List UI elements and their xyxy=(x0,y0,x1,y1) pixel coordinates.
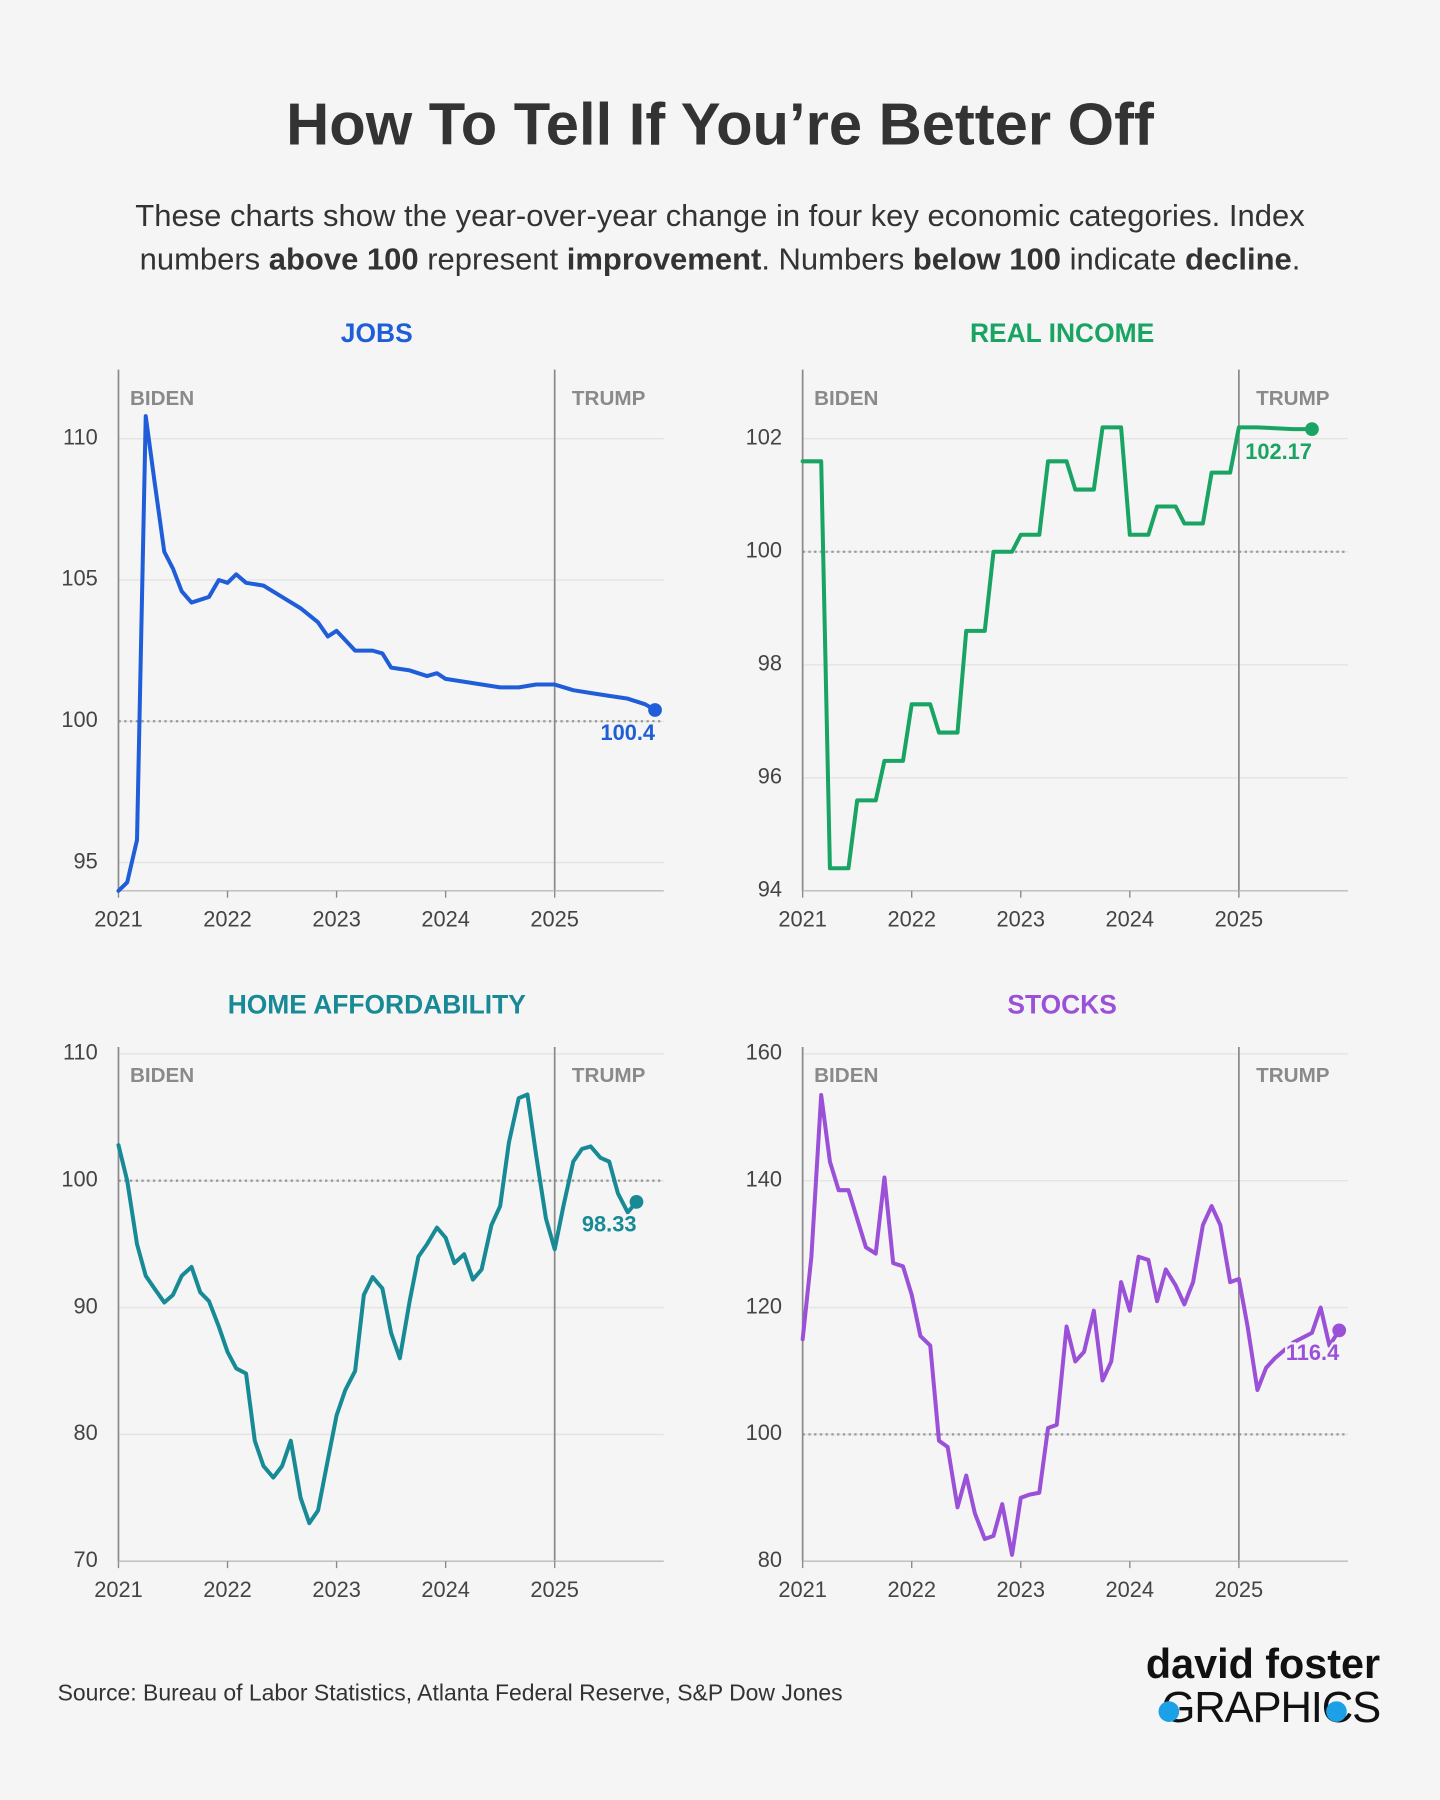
era-label: BIDEN xyxy=(814,1064,878,1087)
page-title: How To Tell If You’re Better Off xyxy=(286,90,1154,157)
x-tick-label: 2024 xyxy=(1106,1577,1155,1602)
subtitle-segment: represent xyxy=(419,242,567,277)
chart-panel: JOBS 95 100 105 110 BIDEN TRUMP 2021 2022 2023 202… xyxy=(61,318,664,931)
x-tick-label: 2025 xyxy=(530,906,579,931)
x-tick-label: 2024 xyxy=(421,1577,470,1602)
panel-title: HOME AFFORDABILITY xyxy=(228,990,526,1020)
panel-title: JOBS xyxy=(341,318,413,348)
data-line xyxy=(116,414,658,893)
logo-line: david foster xyxy=(1146,1641,1380,1687)
y-tick-label: 90 xyxy=(74,1293,98,1318)
x-tick-label: 2023 xyxy=(997,1577,1046,1602)
y-tick-label: 80 xyxy=(74,1420,98,1445)
x-tick-label: 2025 xyxy=(1215,1577,1264,1602)
end-label: 100.4 xyxy=(600,720,655,745)
x-tick-label: 2021 xyxy=(94,1577,142,1602)
y-tick-label: 95 xyxy=(74,848,98,873)
era-label: TRUMP xyxy=(1256,1064,1330,1087)
subtitle-segment: indicate xyxy=(1061,242,1185,277)
y-tick-label: 98 xyxy=(758,651,782,676)
x-tick-label: 2021 xyxy=(94,906,142,931)
era-label: TRUMP xyxy=(572,387,646,410)
x-tick-label: 2021 xyxy=(778,1577,827,1602)
x-tick-label: 2024 xyxy=(1106,906,1155,931)
logo-dot xyxy=(1326,1701,1347,1722)
x-tick-label: 2022 xyxy=(887,906,936,931)
data-line xyxy=(116,1092,639,1526)
y-tick-label: 96 xyxy=(758,764,782,789)
panel-title: STOCKS xyxy=(1007,990,1117,1020)
end-label: 116.4 xyxy=(1286,1340,1339,1365)
subtitle-segment: improvement xyxy=(567,242,762,277)
era-label: TRUMP xyxy=(572,1064,646,1087)
subtitle-line: numbers above 100 represent improvement.… xyxy=(140,242,1301,277)
end-label: 98.33 xyxy=(582,1212,637,1237)
y-tick-label: 110 xyxy=(63,1040,98,1065)
end-label: 102.17 xyxy=(1245,439,1312,464)
era-label: TRUMP xyxy=(1256,387,1330,410)
subtitle-segment: numbers xyxy=(140,242,269,277)
x-tick-label: 2022 xyxy=(887,1577,936,1602)
x-tick-label: 2023 xyxy=(312,906,361,931)
subtitle-segment: decline xyxy=(1185,242,1292,277)
y-tick-label: 160 xyxy=(746,1040,782,1065)
y-tick-label: 120 xyxy=(746,1293,782,1318)
era-label: BIDEN xyxy=(130,387,194,410)
x-tick-label: 2025 xyxy=(530,1577,579,1602)
x-tick-label: 2025 xyxy=(1215,906,1264,931)
y-tick-label: 100 xyxy=(746,537,782,562)
end-point xyxy=(1332,1323,1347,1338)
subtitle-segment: above 100 xyxy=(269,242,419,277)
subtitle-segment: These charts show the year-over-year cha… xyxy=(135,198,1305,233)
logo-line: GRAPHICS xyxy=(1161,1684,1380,1732)
y-tick-label: 70 xyxy=(74,1547,98,1572)
subtitle: These charts show the year-over-year cha… xyxy=(135,198,1305,277)
y-tick-label: 110 xyxy=(63,424,98,449)
end-point xyxy=(648,703,662,717)
y-tick-label: 100 xyxy=(61,707,97,732)
x-tick-label: 2022 xyxy=(203,906,251,931)
panel-title: REAL INCOME xyxy=(970,318,1154,348)
data-line xyxy=(800,425,1314,871)
subtitle-segment: below 100 xyxy=(913,242,1061,277)
data-line xyxy=(800,1093,1342,1557)
chart-panel: STOCKS 80 100 120 140 160 BIDEN TRUMP 2021 2022 20… xyxy=(746,990,1348,1602)
y-tick-label: 94 xyxy=(758,877,782,902)
y-tick-label: 140 xyxy=(746,1166,782,1191)
y-tick-label: 100 xyxy=(746,1420,782,1445)
x-tick-label: 2023 xyxy=(997,906,1046,931)
x-tick-label: 2024 xyxy=(421,906,470,931)
era-label: BIDEN xyxy=(814,387,878,410)
x-tick-label: 2022 xyxy=(203,1577,251,1602)
x-tick-label: 2023 xyxy=(312,1577,361,1602)
end-point xyxy=(1305,422,1319,436)
logo-dot xyxy=(1158,1701,1180,1722)
end-point xyxy=(629,1194,644,1209)
source-note: Source: Bureau of Labor Statistics, Atla… xyxy=(58,1679,843,1705)
chart-panel: REAL INCOME 94 96 98 100 102 BIDEN TRUMP 2021 202… xyxy=(746,318,1348,931)
subtitle-line: These charts show the year-over-year cha… xyxy=(135,198,1305,233)
y-tick-label: 80 xyxy=(758,1547,782,1572)
chart-panel: HOME AFFORDABILITY 70 80 90 100 110 BIDEN TRUMP… xyxy=(61,990,664,1602)
y-tick-label: 105 xyxy=(61,566,97,591)
subtitle-segment: . Numbers xyxy=(761,242,913,277)
y-tick-label: 102 xyxy=(746,424,782,449)
era-label: BIDEN xyxy=(130,1064,194,1087)
x-tick-label: 2021 xyxy=(778,906,827,931)
subtitle-segment: . xyxy=(1292,242,1301,277)
y-tick-label: 100 xyxy=(61,1166,97,1191)
